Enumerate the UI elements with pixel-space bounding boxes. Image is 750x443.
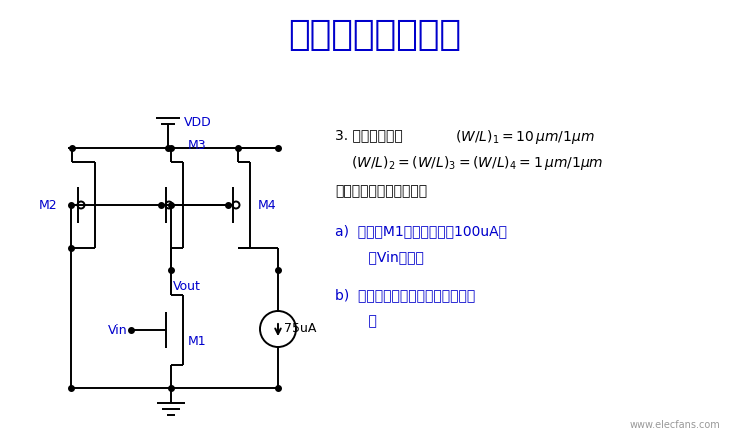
Text: 抗: 抗 [351,314,376,328]
Text: www.elecfans.com: www.elecfans.com [629,420,720,430]
Text: M4: M4 [258,198,277,211]
Text: Vin: Vin [108,323,128,337]
Text: VDD: VDD [184,116,211,128]
Text: M1: M1 [188,335,206,348]
Text: 3. 在左图中，设: 3. 在左图中，设 [335,128,412,142]
Text: 求Vin的値。: 求Vin的値。 [351,250,424,264]
Text: $(W/L)_1=10\,\mu m/1\mu m$: $(W/L)_1=10\,\mu m/1\mu m$ [455,128,595,146]
Text: $(W/L)_2=(W/L)_3=(W/L)_4=1\,\mu m/1\mu m$: $(W/L)_2=(W/L)_3=(W/L)_4=1\,\mu m/1\mu m… [351,154,604,172]
Text: M3: M3 [188,139,206,152]
Text: Vout: Vout [173,280,201,293]
Text: 期中考试题目讲解: 期中考试题目讲解 [289,18,461,52]
Text: a)  若要求M1的直流电流为100uA，: a) 若要求M1的直流电流为100uA， [335,224,507,238]
Text: 75uA: 75uA [284,323,316,335]
Text: M2: M2 [38,198,57,211]
Text: b)  计算电路的小信号增益和输出阻: b) 计算电路的小信号增益和输出阻 [335,288,476,302]
Text: 所有管子都处于饱和区。: 所有管子都处于饱和区。 [335,184,427,198]
